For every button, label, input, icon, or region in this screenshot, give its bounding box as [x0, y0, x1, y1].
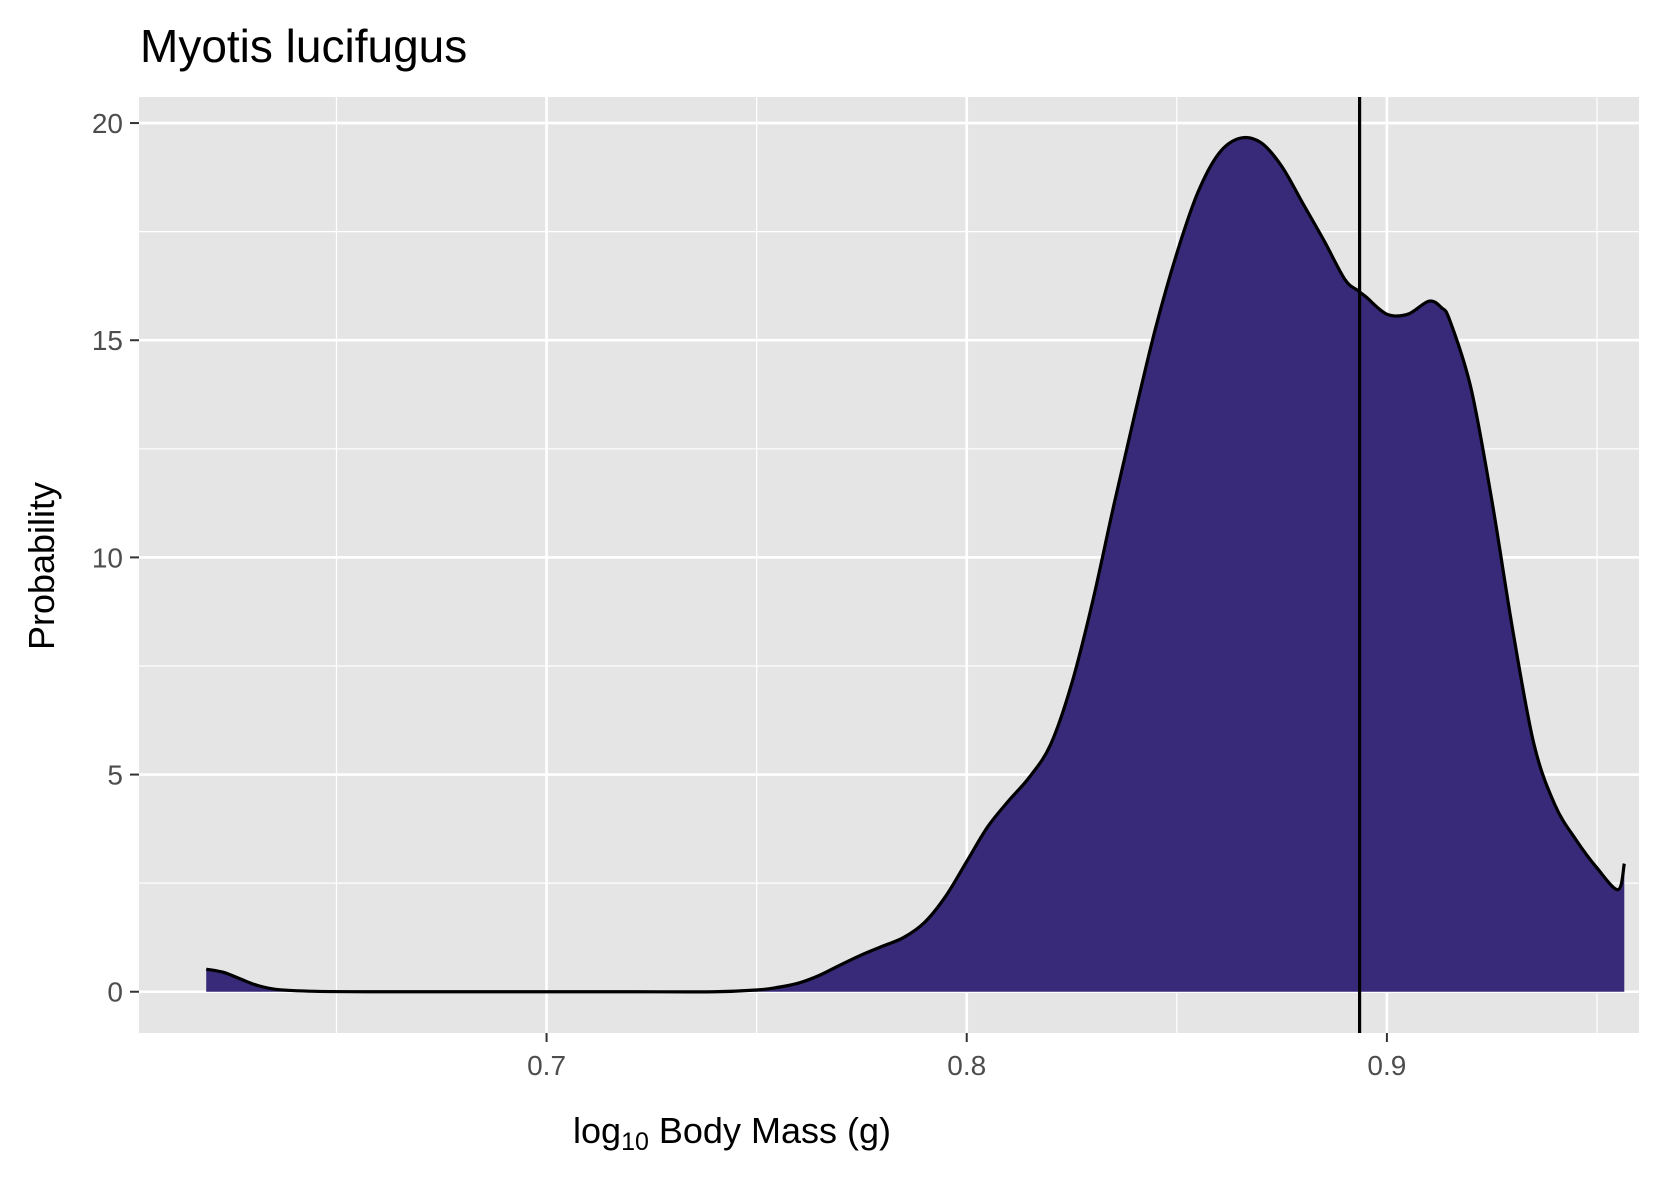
chart-title: Myotis lucifugus: [140, 20, 467, 72]
y-tick-label: 15: [92, 325, 123, 356]
y-tick-label: 5: [107, 760, 123, 791]
y-tick-label: 10: [92, 542, 123, 573]
y-axis: 0 5 10 15 20: [92, 108, 139, 1008]
y-tick-label: 20: [92, 108, 123, 139]
density-series: [205, 135, 1626, 994]
x-axis-title: log10 Body Mass (g): [573, 1110, 891, 1156]
x-axis-title-log: log: [573, 1110, 621, 1151]
density-area: [206, 137, 1625, 992]
x-axis: 0.7 0.8 0.9: [527, 1033, 1406, 1081]
x-tick-label: 0.8: [947, 1050, 986, 1081]
y-axis-title: Probability: [21, 482, 62, 650]
x-tick-label: 0.7: [527, 1050, 566, 1081]
x-axis-title-subscript: 10: [621, 1128, 649, 1156]
x-tick-label: 0.9: [1367, 1050, 1406, 1081]
x-axis-title-rest: Body Mass (g): [649, 1110, 891, 1151]
density-outline: [205, 135, 1626, 994]
y-tick-label: 0: [107, 977, 123, 1008]
